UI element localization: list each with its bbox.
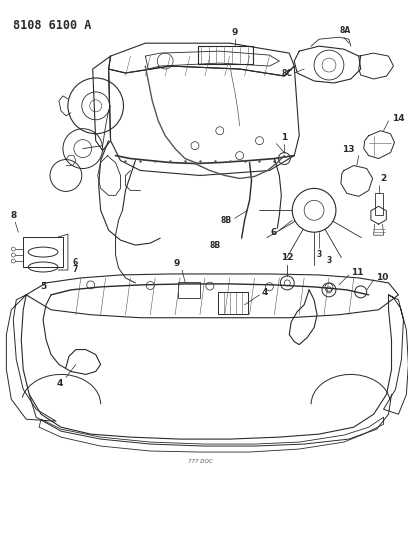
Text: 8B: 8B bbox=[209, 240, 220, 249]
Text: 8C: 8C bbox=[281, 69, 292, 77]
Text: 11: 11 bbox=[350, 269, 362, 278]
Text: 1: 1 bbox=[281, 133, 287, 142]
Bar bbox=[198, 46, 252, 64]
Text: 3: 3 bbox=[316, 250, 321, 259]
Bar bbox=[23, 237, 63, 267]
Text: 9: 9 bbox=[173, 259, 180, 268]
Text: 777 DOC: 777 DOC bbox=[187, 459, 212, 464]
Text: 8108 6100 A: 8108 6100 A bbox=[13, 19, 92, 33]
Text: 7: 7 bbox=[73, 265, 78, 274]
Text: 4: 4 bbox=[56, 379, 63, 389]
Text: 12: 12 bbox=[280, 253, 293, 262]
Bar bbox=[217, 292, 247, 314]
Bar bbox=[374, 193, 382, 215]
Text: 8: 8 bbox=[10, 211, 16, 220]
Text: 9: 9 bbox=[231, 28, 237, 37]
Text: 8A: 8A bbox=[338, 26, 350, 35]
Text: 8B: 8B bbox=[220, 216, 231, 225]
Text: 13: 13 bbox=[341, 144, 353, 154]
Text: 2: 2 bbox=[380, 174, 386, 183]
Text: 3: 3 bbox=[326, 256, 331, 265]
Bar bbox=[178, 282, 200, 298]
Text: 6: 6 bbox=[73, 257, 78, 266]
Text: 6: 6 bbox=[270, 228, 276, 237]
Text: 5: 5 bbox=[40, 282, 46, 291]
Text: 10: 10 bbox=[375, 273, 387, 282]
Text: 4: 4 bbox=[261, 288, 267, 297]
Text: 14: 14 bbox=[391, 114, 404, 123]
